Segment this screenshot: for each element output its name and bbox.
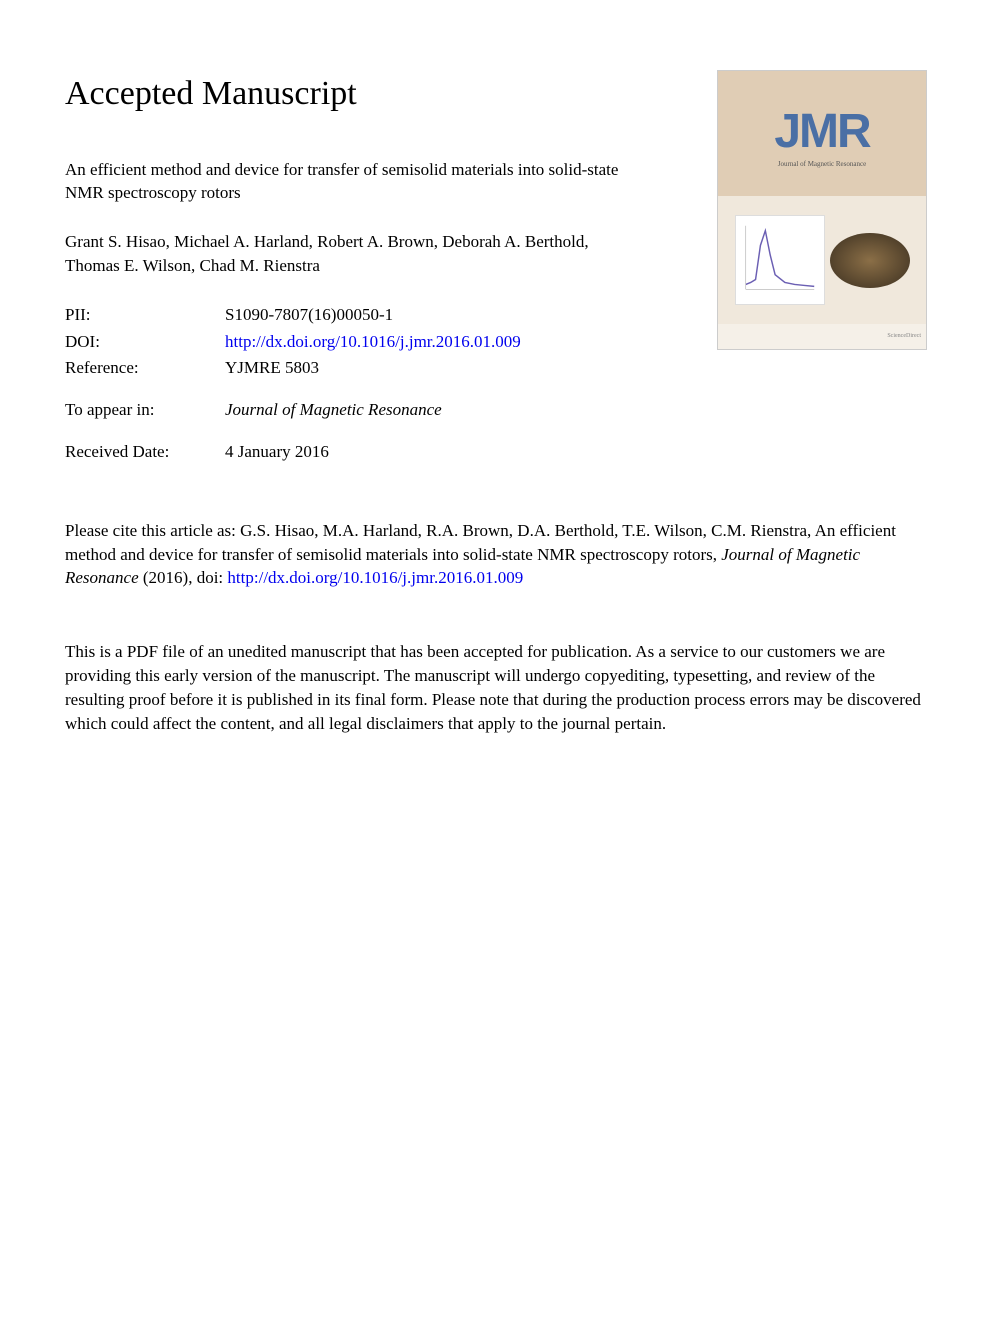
pii-value: S1090-7807(16)00050-1 [225, 303, 687, 327]
header-section: Accepted Manuscript An efficient method … [65, 70, 927, 484]
pii-label: PII: [65, 303, 225, 327]
reference-label: Reference: [65, 356, 225, 380]
authors-list: Grant S. Hisao, Michael A. Harland, Robe… [65, 230, 625, 278]
page-heading: Accepted Manuscript [65, 70, 687, 118]
citation-section: Please cite this article as: G.S. Hisao,… [65, 519, 927, 590]
metadata-table: PII: S1090-7807(16)00050-1 DOI: http://d… [65, 303, 687, 464]
doi-label: DOI: [65, 330, 225, 354]
received-label: Received Date: [65, 440, 225, 464]
article-title: An efficient method and device for trans… [65, 158, 625, 206]
reference-value: YJMRE 5803 [225, 356, 687, 380]
journal-cover-thumbnail: ISSN 1090-7807 JMR Journal of Magnetic R… [717, 70, 927, 350]
left-content: Accepted Manuscript An efficient method … [65, 70, 717, 484]
appear-value: Journal of Magnetic Resonance [225, 398, 687, 422]
cover-subtitle: Journal of Magnetic Resonance [778, 160, 866, 170]
citation-doi-link[interactable]: http://dx.doi.org/10.1016/j.jmr.2016.01.… [227, 568, 523, 587]
doi-link[interactable]: http://dx.doi.org/10.1016/j.jmr.2016.01.… [225, 330, 687, 354]
citation-year: (2016), doi: [139, 568, 228, 587]
cover-logo: JMR [774, 98, 869, 165]
appear-label: To appear in: [65, 398, 225, 422]
cover-footer: ScienceDirect [718, 324, 926, 349]
metadata-row-pii: PII: S1090-7807(16)00050-1 [65, 303, 687, 327]
cover-header: JMR Journal of Magnetic Resonance [718, 71, 926, 196]
disclaimer-section: This is a PDF file of an unedited manusc… [65, 640, 927, 735]
metadata-row-doi: DOI: http://dx.doi.org/10.1016/j.jmr.201… [65, 330, 687, 354]
cover-body [718, 196, 926, 324]
metadata-row-appear: To appear in: Journal of Magnetic Resona… [65, 398, 687, 422]
received-value: 4 January 2016 [225, 440, 687, 464]
cover-chart [735, 215, 825, 305]
cover-sample-image [830, 233, 910, 288]
metadata-row-reference: Reference: YJMRE 5803 [65, 356, 687, 380]
metadata-row-received: Received Date: 4 January 2016 [65, 440, 687, 464]
